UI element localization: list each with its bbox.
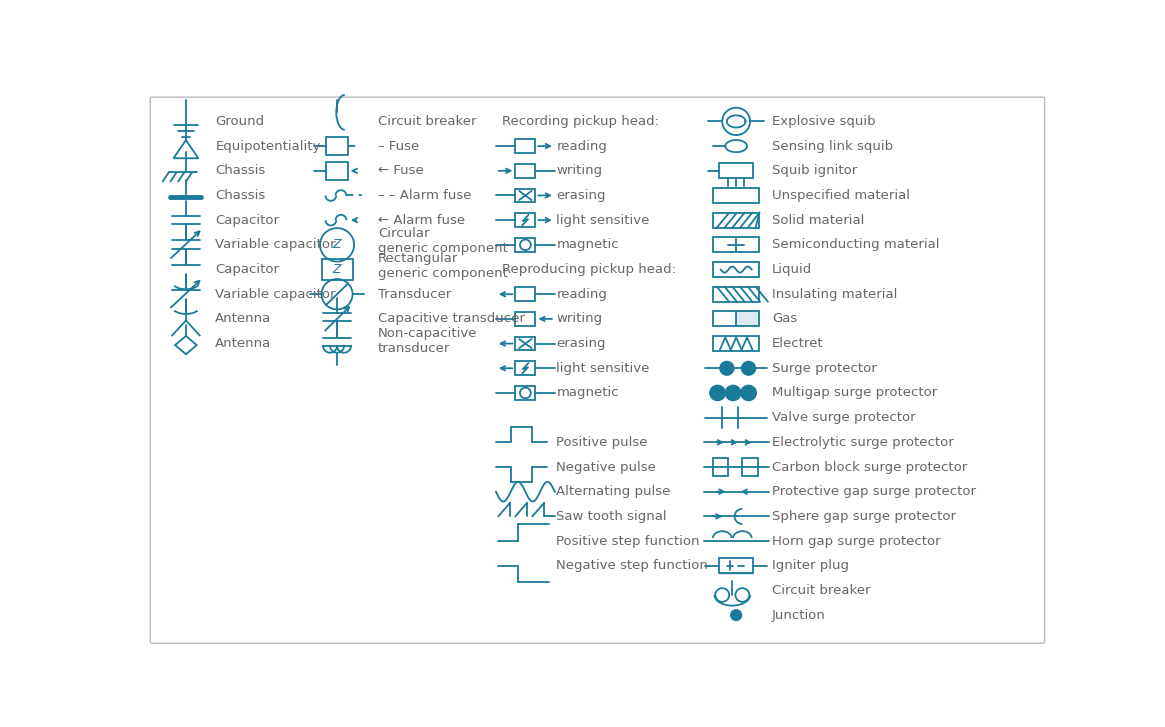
Text: Circuit breaker: Circuit breaker bbox=[772, 584, 870, 597]
Bar bbox=[515, 188, 536, 202]
Text: Semiconducting material: Semiconducting material bbox=[772, 238, 939, 252]
Bar bbox=[713, 262, 760, 277]
Text: Sphere gap surge protector: Sphere gap surge protector bbox=[772, 510, 955, 523]
Text: Variable capacitor: Variable capacitor bbox=[216, 238, 336, 252]
Text: Z: Z bbox=[333, 238, 341, 252]
Circle shape bbox=[726, 385, 741, 401]
Circle shape bbox=[730, 610, 742, 620]
Text: Negative step function: Negative step function bbox=[557, 559, 708, 572]
Bar bbox=[515, 213, 536, 227]
Text: Gas: Gas bbox=[772, 313, 797, 326]
Circle shape bbox=[709, 385, 726, 401]
Circle shape bbox=[720, 361, 734, 375]
Text: Circular
generic component: Circular generic component bbox=[379, 227, 508, 255]
Text: Saw tooth signal: Saw tooth signal bbox=[557, 510, 668, 523]
Text: Antenna: Antenna bbox=[216, 313, 271, 326]
Text: Insulating material: Insulating material bbox=[772, 288, 897, 301]
Text: light sensitive: light sensitive bbox=[557, 214, 650, 227]
Bar bbox=[713, 458, 728, 476]
Bar bbox=[713, 286, 760, 302]
Text: writing: writing bbox=[557, 313, 602, 326]
Bar bbox=[713, 188, 760, 203]
Text: Recording pickup head:: Recording pickup head: bbox=[502, 115, 659, 128]
Text: Rectangular
generic component: Rectangular generic component bbox=[379, 252, 508, 280]
Text: Positive step function: Positive step function bbox=[557, 534, 700, 547]
Text: Junction: Junction bbox=[772, 608, 826, 622]
Bar bbox=[713, 336, 760, 351]
Bar bbox=[719, 163, 754, 178]
Text: Circuit breaker: Circuit breaker bbox=[379, 115, 476, 128]
Bar bbox=[713, 311, 760, 326]
Circle shape bbox=[741, 385, 756, 401]
Text: ← Alarm fuse: ← Alarm fuse bbox=[379, 214, 465, 227]
Bar bbox=[515, 287, 536, 301]
Text: Horn gap surge protector: Horn gap surge protector bbox=[772, 534, 940, 547]
Text: Capacitor: Capacitor bbox=[216, 263, 280, 276]
Text: Igniter plug: Igniter plug bbox=[772, 559, 849, 572]
Bar bbox=[515, 361, 536, 375]
Text: Solid material: Solid material bbox=[772, 214, 864, 227]
Text: Unspecified material: Unspecified material bbox=[772, 189, 910, 202]
Text: Explosive squib: Explosive squib bbox=[772, 115, 875, 128]
Text: Negative pulse: Negative pulse bbox=[557, 460, 656, 473]
Text: Non-capacitive
transducer: Non-capacitive transducer bbox=[379, 326, 478, 355]
Text: Transducer: Transducer bbox=[379, 288, 451, 301]
Bar bbox=[322, 259, 353, 280]
Text: Liquid: Liquid bbox=[772, 263, 812, 276]
Text: Electrolytic surge protector: Electrolytic surge protector bbox=[772, 435, 954, 449]
Bar bbox=[736, 311, 760, 326]
Bar bbox=[326, 161, 348, 180]
Text: magnetic: magnetic bbox=[557, 387, 619, 399]
Text: Multigap surge protector: Multigap surge protector bbox=[772, 387, 937, 399]
Bar bbox=[515, 238, 536, 252]
Text: Electret: Electret bbox=[772, 337, 824, 350]
Text: Positive pulse: Positive pulse bbox=[557, 435, 648, 449]
Text: Reproducing pickup head:: Reproducing pickup head: bbox=[502, 263, 676, 276]
Text: – – Alarm fuse: – – Alarm fuse bbox=[379, 189, 472, 202]
Text: magnetic: magnetic bbox=[557, 238, 619, 252]
Bar bbox=[515, 164, 536, 177]
Bar bbox=[742, 458, 758, 476]
Text: Capacitor: Capacitor bbox=[216, 214, 280, 227]
Text: Surge protector: Surge protector bbox=[772, 362, 876, 375]
Text: light sensitive: light sensitive bbox=[557, 362, 650, 375]
Bar bbox=[515, 312, 536, 326]
Circle shape bbox=[742, 361, 756, 375]
Text: Capacitive transducer: Capacitive transducer bbox=[379, 313, 525, 326]
Text: Squib ignitor: Squib ignitor bbox=[772, 164, 857, 177]
Bar bbox=[515, 386, 536, 400]
Text: Antenna: Antenna bbox=[216, 337, 271, 350]
Text: Chassis: Chassis bbox=[216, 164, 266, 177]
Bar bbox=[719, 558, 754, 574]
Text: Ground: Ground bbox=[216, 115, 264, 128]
Bar bbox=[713, 237, 760, 252]
Bar bbox=[515, 140, 536, 153]
Text: Protective gap surge protector: Protective gap surge protector bbox=[772, 485, 976, 498]
Bar bbox=[713, 212, 760, 228]
Text: Equipotentiality: Equipotentiality bbox=[216, 140, 320, 153]
Text: erasing: erasing bbox=[557, 337, 606, 350]
Text: reading: reading bbox=[557, 140, 607, 153]
Text: Alternating pulse: Alternating pulse bbox=[557, 485, 671, 498]
Text: Carbon block surge protector: Carbon block surge protector bbox=[772, 460, 967, 473]
Text: Valve surge protector: Valve surge protector bbox=[772, 411, 916, 424]
Bar bbox=[326, 137, 348, 156]
Text: writing: writing bbox=[557, 164, 602, 177]
Text: Variable capacitor: Variable capacitor bbox=[216, 288, 336, 301]
Text: – Fuse: – Fuse bbox=[379, 140, 419, 153]
Text: Chassis: Chassis bbox=[216, 189, 266, 202]
Text: ← Fuse: ← Fuse bbox=[379, 164, 424, 177]
Text: Sensing link squib: Sensing link squib bbox=[772, 140, 892, 153]
Bar bbox=[515, 337, 536, 350]
Text: Z: Z bbox=[333, 263, 341, 276]
Text: reading: reading bbox=[557, 288, 607, 301]
Text: erasing: erasing bbox=[557, 189, 606, 202]
